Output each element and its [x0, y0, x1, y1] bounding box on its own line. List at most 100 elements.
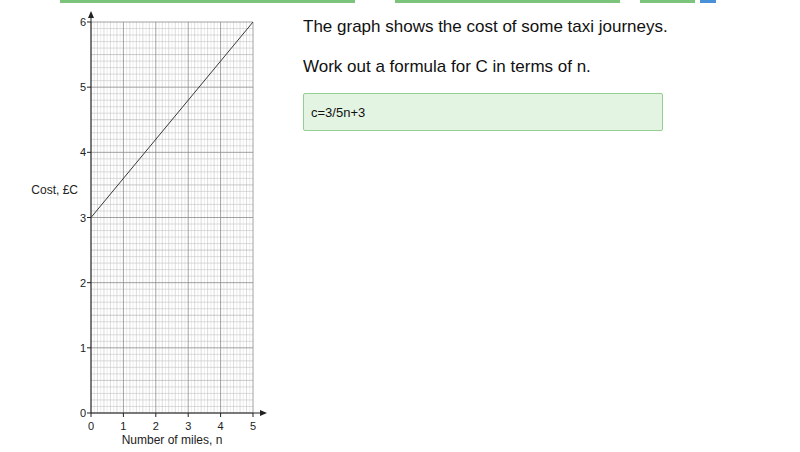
- answer-box[interactable]: c=3/5n+3: [303, 93, 663, 131]
- y-tick-label: 3: [80, 212, 86, 224]
- minor-grid: [91, 393, 253, 394]
- y-axis: [91, 14, 92, 413]
- minor-grid: [91, 41, 253, 42]
- minor-grid: [91, 354, 253, 355]
- grid-line: [91, 152, 253, 153]
- x-tick: [123, 413, 124, 417]
- y-tick: [87, 87, 91, 88]
- minor-grid: [91, 210, 253, 211]
- y-axis-label: Cost, £C: [31, 183, 78, 197]
- minor-grid: [91, 250, 253, 251]
- minor-grid: [91, 276, 253, 277]
- x-tick-label: 3: [185, 420, 191, 432]
- minor-grid: [91, 367, 253, 368]
- y-tick-label: 6: [80, 16, 86, 28]
- x-tick-label: 5: [250, 420, 256, 432]
- minor-grid: [91, 132, 253, 133]
- x-tick-label: 2: [153, 420, 159, 432]
- x-tick: [188, 413, 189, 417]
- x-tick-label: 1: [120, 420, 126, 432]
- minor-grid: [91, 67, 253, 68]
- minor-grid: [91, 295, 253, 296]
- y-arrow: [88, 11, 94, 18]
- minor-grid: [91, 197, 253, 198]
- grid-line: [91, 217, 253, 218]
- minor-grid: [91, 158, 253, 159]
- minor-grid: [91, 360, 253, 361]
- minor-grid: [91, 308, 253, 309]
- minor-grid: [91, 399, 253, 400]
- y-tick: [87, 217, 91, 218]
- minor-grid: [91, 171, 253, 172]
- minor-grid: [91, 380, 253, 381]
- minor-grid: [91, 113, 253, 114]
- x-arrow: [260, 410, 267, 416]
- answer-text: c=3/5n+3: [311, 105, 365, 120]
- minor-grid: [91, 145, 253, 146]
- minor-grid: [91, 61, 253, 62]
- y-tick: [87, 413, 91, 414]
- question-text: Work out a formula for C in terms of n.: [303, 57, 591, 77]
- x-axis: [91, 413, 263, 414]
- minor-grid: [91, 256, 253, 257]
- x-tick-label: 0: [88, 420, 94, 432]
- minor-grid: [91, 204, 253, 205]
- y-tick: [87, 22, 91, 23]
- y-tick: [87, 152, 91, 153]
- grid-line: [91, 282, 253, 283]
- y-tick-label: 1: [80, 342, 86, 354]
- y-tick-label: 4: [80, 146, 86, 158]
- minor-grid: [91, 230, 253, 231]
- x-tick: [220, 413, 221, 417]
- minor-grid: [91, 224, 253, 225]
- y-tick-label: 0: [80, 407, 86, 419]
- y-tick: [87, 282, 91, 283]
- top-bar: [640, 0, 695, 3]
- minor-grid: [91, 328, 253, 329]
- minor-grid: [91, 35, 253, 36]
- plot-marks: [91, 22, 253, 218]
- x-axis-label: Number of miles, n: [122, 433, 223, 447]
- x-tick-label: 4: [218, 420, 224, 432]
- minor-grid: [91, 315, 253, 316]
- minor-grid: [91, 184, 253, 185]
- y-tick-label: 2: [80, 277, 86, 289]
- minor-grid: [91, 74, 253, 75]
- minor-grid: [91, 100, 253, 101]
- minor-grid: [91, 48, 253, 49]
- minor-grid: [91, 126, 253, 127]
- top-bar: [60, 0, 355, 3]
- minor-grid: [91, 237, 253, 238]
- x-tick: [253, 413, 254, 417]
- x-tick: [91, 413, 92, 417]
- minor-grid: [91, 243, 253, 244]
- minor-grid: [91, 165, 253, 166]
- y-tick: [87, 347, 91, 348]
- grid-line: [91, 87, 253, 88]
- x-tick: [155, 413, 156, 417]
- minor-grid: [91, 373, 253, 374]
- top-bar: [700, 0, 716, 3]
- minor-grid: [91, 106, 253, 107]
- y-tick-label: 5: [80, 81, 86, 93]
- grid-line: [91, 347, 253, 348]
- minor-grid: [91, 289, 253, 290]
- minor-grid: [91, 28, 253, 29]
- minor-grid: [91, 178, 253, 179]
- minor-grid: [91, 54, 253, 55]
- question-text: The graph shows the cost of some taxi jo…: [303, 17, 668, 37]
- minor-grid: [91, 139, 253, 140]
- cost-line: [91, 22, 253, 218]
- minor-grid: [91, 334, 253, 335]
- minor-grid: [91, 191, 253, 192]
- minor-grid: [91, 321, 253, 322]
- minor-grid: [91, 263, 253, 264]
- top-bar: [395, 0, 620, 3]
- grid-line: [91, 22, 253, 23]
- minor-grid: [91, 386, 253, 387]
- minor-grid: [91, 302, 253, 303]
- minor-grid: [91, 80, 253, 81]
- minor-grid: [91, 406, 253, 407]
- minor-grid: [91, 93, 253, 94]
- minor-grid: [91, 341, 253, 342]
